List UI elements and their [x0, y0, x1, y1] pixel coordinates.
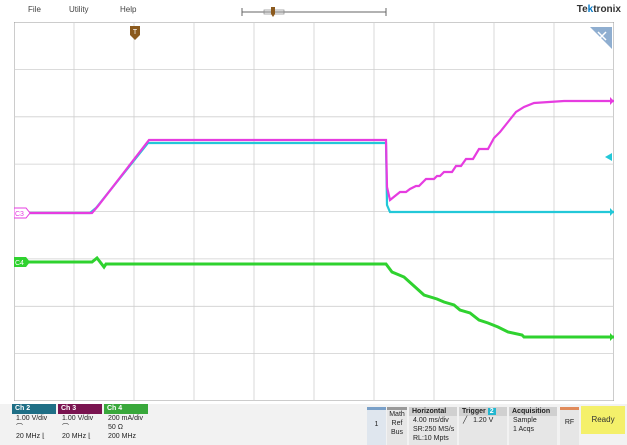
horizontal-title: Horizontal: [409, 407, 457, 416]
c4-label: C4: [15, 260, 24, 267]
waveform-display[interactable]: T C3 C4: [14, 22, 614, 401]
svg-text:T: T: [133, 29, 138, 36]
trigger-title: Trigger: [462, 408, 486, 415]
ch3-end-marker: [610, 97, 614, 105]
bandwidth-limit-icon: ⌊: [42, 433, 45, 440]
tektronix-logo: Tektronix: [576, 4, 621, 15]
ready-status: Ready: [581, 406, 625, 434]
c3-marker[interactable]: C3: [14, 207, 31, 219]
trigger-position-icon[interactable]: T: [130, 26, 140, 40]
math-label: Math: [389, 411, 405, 418]
trigger-level: 1.20 V: [473, 417, 494, 424]
ch2-title: Ch 2: [12, 404, 56, 414]
record-position-bar[interactable]: [238, 6, 390, 18]
rf-button[interactable]: RF: [560, 407, 579, 445]
c3-label: C3: [15, 211, 24, 218]
status-bar: Ch 2 1.00 V/div ⌒ 20 MHz ⌊ Ch 3 1.00 V/d…: [0, 404, 627, 445]
ch4-waveform: [14, 255, 614, 339]
ch4-impedance: 50 Ω: [108, 424, 123, 431]
horizontal-scale: 4.00 ms/div: [413, 417, 449, 424]
ch3-coupling-icon: ⌒: [62, 424, 69, 431]
acquisition-badge[interactable]: Acquisition Sample 1 Acqs: [509, 407, 557, 445]
menu-bar: File Utility Help Tektronix: [0, 0, 627, 22]
rising-edge-icon: ╱: [463, 417, 468, 424]
ch3-title: Ch 3: [58, 404, 102, 414]
bandwidth-limit-icon: ⌊: [88, 433, 91, 440]
ch3-bw: 20 MHz ⌊: [62, 433, 91, 440]
ch4-bw: 200 MHz: [108, 433, 137, 440]
acquisition-count: 1 Acqs: [513, 426, 535, 433]
acquisition-title: Acquisition: [509, 407, 557, 416]
trigger-badge[interactable]: Trigger 2 ╱ 1.20 V: [459, 407, 507, 445]
menu-help[interactable]: Help: [120, 5, 137, 14]
record-length: RL:10 Mpts: [413, 435, 449, 442]
ch2-scale: 1.00 V/div: [16, 415, 48, 422]
collapse-corner-icon[interactable]: [590, 27, 612, 49]
add-channel-button[interactable]: 1: [367, 407, 386, 445]
ch4-end-marker: [610, 333, 614, 341]
bus-label: Bus: [390, 429, 404, 436]
trigger-source: 2: [487, 408, 496, 415]
acquisition-mode: Sample: [513, 417, 537, 424]
ch2-badge[interactable]: Ch 2 1.00 V/div ⌒ 20 MHz ⌊: [12, 404, 56, 445]
menu-utility[interactable]: Utility: [69, 5, 89, 14]
rf-label: RF: [564, 419, 575, 426]
ch4-title: Ch 4: [104, 404, 148, 414]
trigger-level-icon[interactable]: [605, 153, 612, 161]
ch2-bw: 20 MHz ⌊: [16, 433, 45, 440]
sample-rate: SR:250 MS/s: [413, 426, 455, 433]
ref-label: Ref: [391, 420, 403, 427]
ch3-waveform: [14, 99, 614, 215]
math-ref-bus-button[interactable]: Math Ref Bus: [387, 407, 407, 445]
ch4-scale: 200 mA/div: [108, 415, 144, 422]
ch2-coupling-icon: ⌒: [16, 424, 23, 431]
ch4-badge[interactable]: Ch 4 200 mA/div 50 Ω 200 MHz: [104, 404, 148, 445]
ch3-scale: 1.00 V/div: [62, 415, 94, 422]
c4-marker[interactable]: C4: [14, 257, 30, 267]
ch2-end-marker: [610, 208, 614, 216]
menu-file[interactable]: File: [28, 5, 41, 14]
ch3-badge[interactable]: Ch 3 1.00 V/div ⌒ 20 MHz ⌊: [58, 404, 102, 445]
horizontal-badge[interactable]: Horizontal 4.00 ms/div SR:250 MS/s RL:10…: [409, 407, 457, 445]
